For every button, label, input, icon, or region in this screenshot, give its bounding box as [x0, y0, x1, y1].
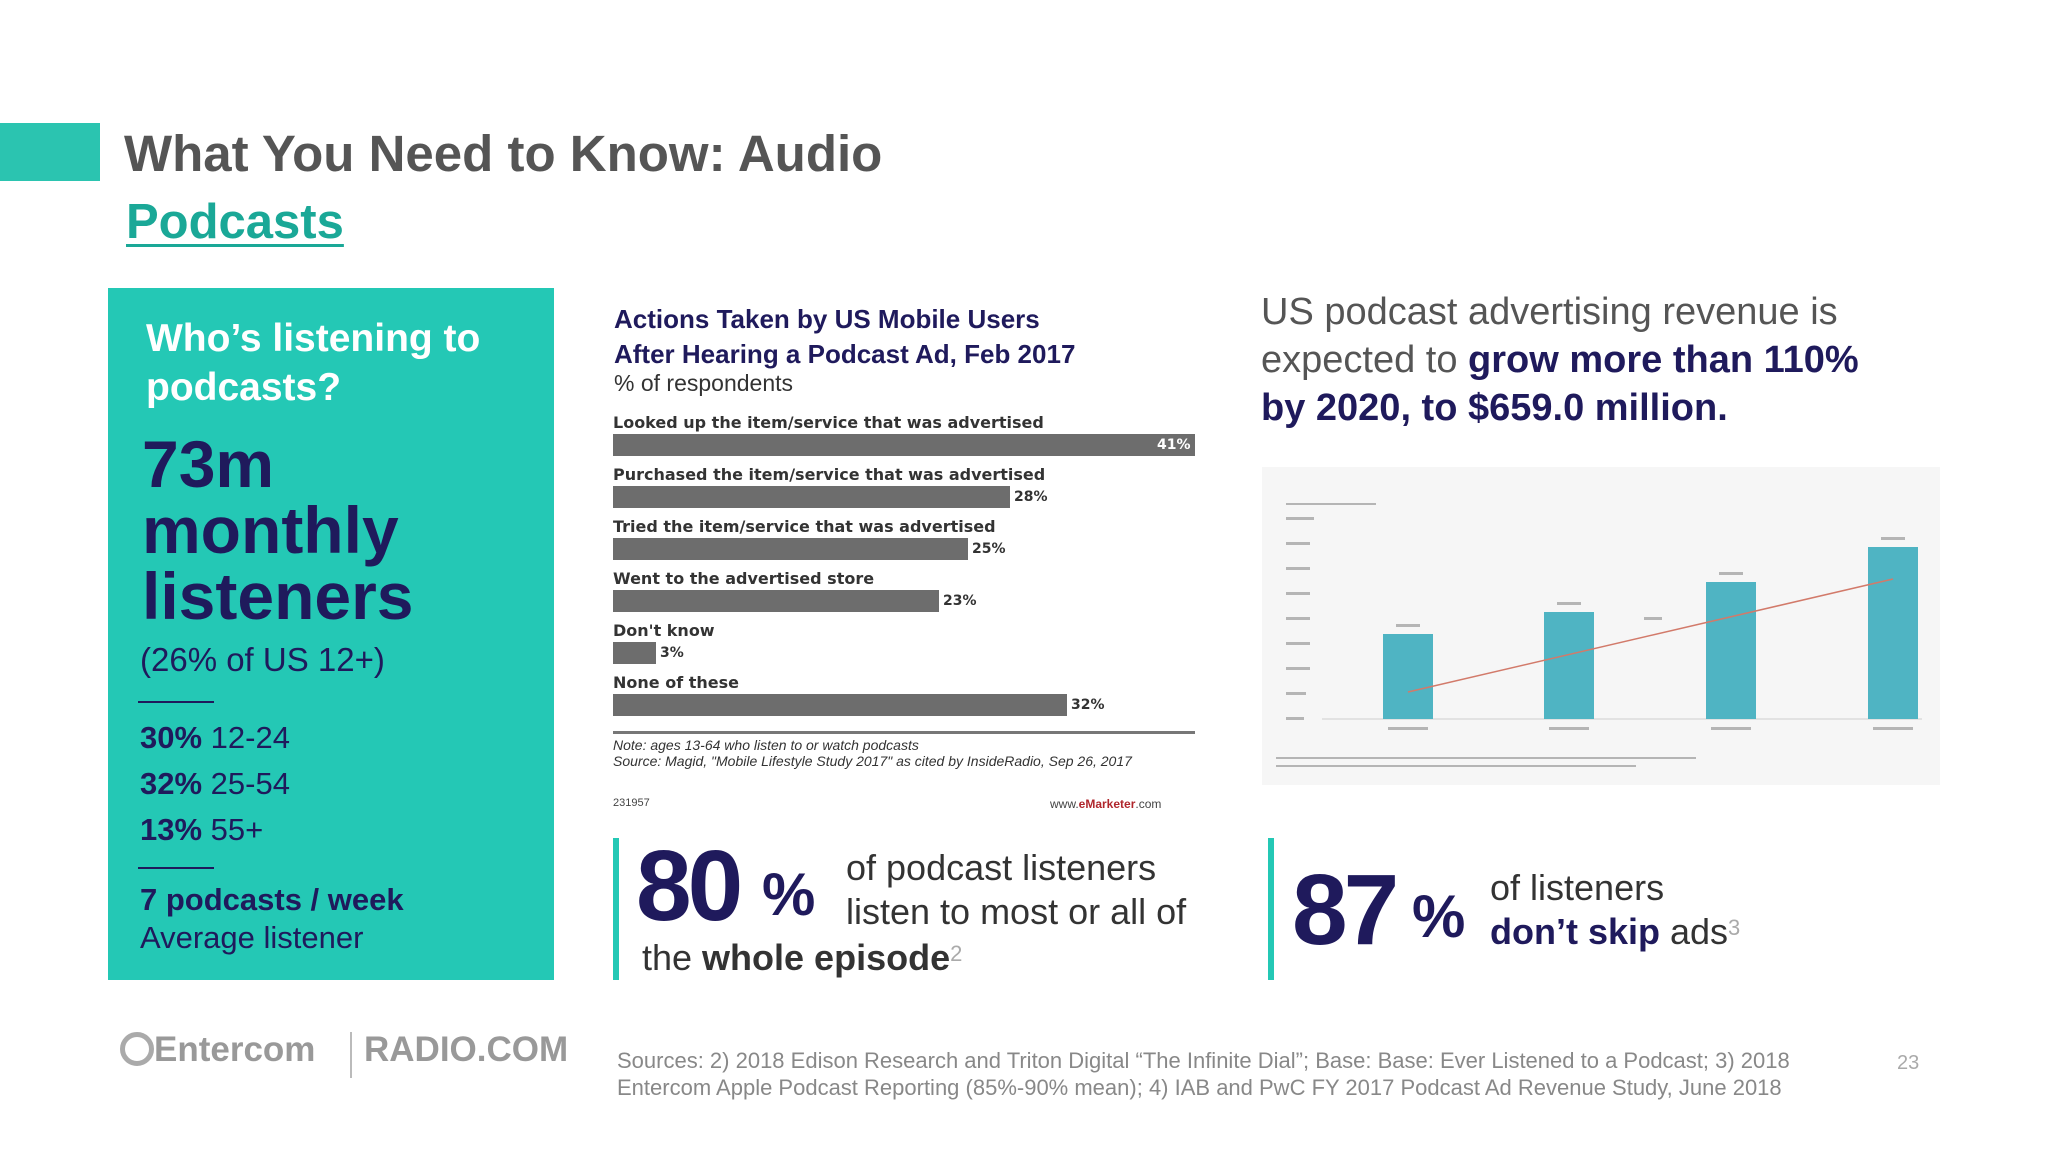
weekly-stat-label: Average listener: [140, 920, 364, 955]
entercom-logo-mark: [120, 1032, 154, 1066]
bar-value-label: 28%: [1014, 489, 1048, 505]
axis-tick-label: [1286, 592, 1310, 595]
stat-text-line2: listen to most or all of: [846, 891, 1187, 932]
title-accent-bar: [0, 123, 100, 181]
revenue-bar: [1383, 634, 1433, 719]
stat-text-line2: don’t skip ads3: [1490, 911, 1741, 952]
listeners-number: 73m: [142, 427, 275, 501]
bar-value-label: [1557, 602, 1581, 605]
entercom-logo: Entercom: [120, 1030, 315, 1070]
listeners-word-listeners: listeners: [142, 559, 414, 633]
listeners-word-monthly: monthly: [142, 493, 399, 567]
axis-title: [1286, 503, 1376, 505]
weekly-stat: 7 podcasts / week: [140, 882, 404, 917]
revenue-bar: [1868, 547, 1918, 719]
bar-category-label: Purchased the item/service that was adve…: [613, 465, 1046, 484]
trend-line: [1407, 578, 1894, 693]
bar-value-label: 3%: [660, 645, 684, 661]
age-group-row: 13% 55+: [140, 812, 264, 847]
stat-number: 87: [1292, 854, 1399, 966]
listeners-panel: Who’s listening to podcasts? 73m monthly…: [108, 288, 554, 980]
divider: [138, 867, 214, 869]
axis-tick-label: [1286, 717, 1304, 720]
bar: [613, 642, 656, 664]
revenue-statement: US podcast advertising revenue is expect…: [1261, 291, 1859, 429]
bar-category-label: None of these: [613, 673, 739, 692]
chart-footnote: [1276, 757, 1696, 759]
bar-value-label: 25%: [972, 541, 1006, 557]
stat-number: 80: [636, 830, 743, 942]
bar: [613, 694, 1067, 716]
axis-tick-label: [1286, 667, 1310, 670]
x-tick-label: [1873, 727, 1913, 730]
bar-category-label: Went to the advertised store: [613, 569, 875, 588]
chart-brand: www.eMarketer.com: [1050, 797, 1162, 811]
revenue-chart-image: [1262, 467, 1940, 785]
x-tick-label: [1549, 727, 1589, 730]
x-tick-label: [1711, 727, 1751, 730]
axis-tick-label: [1286, 567, 1310, 570]
stat-text-line3: the whole episode2: [642, 937, 963, 978]
axis-tick-label: [1286, 692, 1306, 695]
bar-category-label: Looked up the item/service that was adve…: [613, 413, 1044, 432]
chart-id: 231957: [613, 797, 650, 809]
chart-divider: [613, 731, 1195, 734]
section-subtitle-link[interactable]: Podcasts: [126, 195, 344, 249]
bar-value-label: [1881, 537, 1905, 540]
x-tick-label: [1388, 727, 1428, 730]
age-group-row: 30% 12-24: [140, 720, 290, 755]
radio-com-logo: RADIO.COM: [364, 1030, 569, 1069]
stat-accent-bar: [613, 838, 619, 980]
bar-category-label: Don't know: [613, 621, 715, 640]
listeners-headline: 73m monthly listeners: [142, 431, 413, 629]
stat-percent-sign: %: [1412, 883, 1466, 950]
bar-category-label: Tried the item/service that was advertis…: [613, 517, 996, 536]
axis-tick-label: [1286, 617, 1310, 620]
revenue-chart-graphic: [1276, 503, 1922, 767]
bar-value-label: 23%: [943, 593, 977, 609]
bar-value-label: [1719, 572, 1743, 575]
stat-text-line1: of podcast listeners: [846, 847, 1157, 888]
bar: [613, 538, 968, 560]
bar-value-label: [1396, 624, 1420, 627]
listeners-share: (26% of US 12+): [140, 641, 385, 678]
bar: [613, 434, 1195, 456]
axis-tick-label: [1286, 542, 1310, 545]
revenue-bar: [1706, 582, 1756, 719]
divider: [138, 701, 214, 703]
bar-value-label: 32%: [1071, 697, 1105, 713]
stat-text-line1: of listeners: [1490, 867, 1665, 908]
chart-note: Note: ages 13-64 who listen to or watch …: [613, 737, 1132, 769]
revenue-bar: [1544, 612, 1594, 719]
age-group-row: 32% 25-54: [140, 766, 290, 801]
bar-value-label: 41%: [1157, 437, 1191, 453]
page-title: What You Need to Know: Audio: [124, 125, 883, 182]
listeners-question: Who’s listening to podcasts?: [146, 317, 481, 409]
chart-footnote: [1276, 765, 1636, 767]
chart-title: Actions Taken by US Mobile Users After H…: [614, 304, 1076, 369]
stat-percent-sign: %: [762, 861, 816, 928]
sources-footnote: Sources: 2) 2018 Edison Research and Tri…: [617, 1048, 1790, 1100]
axis-tick-label: [1286, 517, 1314, 520]
bar: [613, 486, 1010, 508]
cagr-label: [1644, 617, 1662, 620]
chart-subtitle: % of respondents: [614, 370, 794, 396]
logo-separator: [350, 1032, 352, 1078]
axis-tick-label: [1286, 642, 1310, 645]
bar: [613, 590, 939, 612]
stat-accent-bar: [1268, 838, 1274, 980]
page-number: 23: [1897, 1052, 1920, 1074]
